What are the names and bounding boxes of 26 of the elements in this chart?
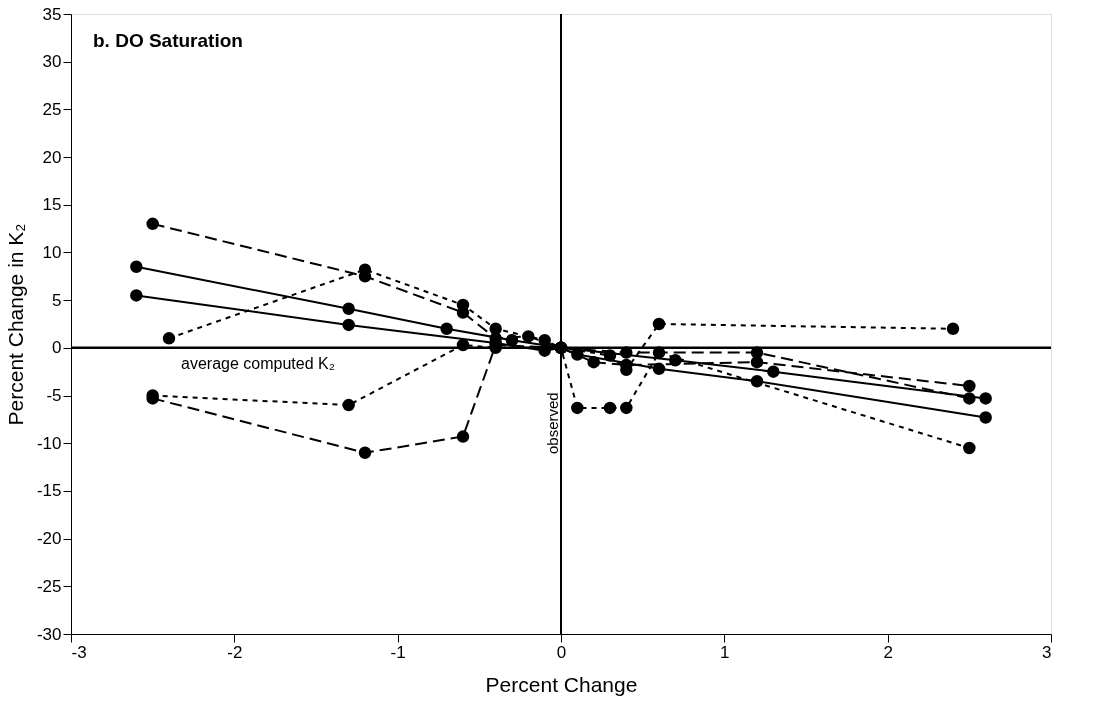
annotation: b. DO Saturation	[93, 30, 243, 51]
x-tick-label: -2	[227, 642, 243, 662]
y-tick-label: 35	[42, 4, 62, 24]
x-tick-label: 0	[556, 642, 567, 662]
ref-line-label: observed	[544, 392, 561, 454]
y-axis-title: Percent Change in K₂	[3, 223, 27, 426]
y-tick-label: 20	[42, 147, 62, 167]
y-tick-label: 10	[42, 242, 62, 262]
x-tick-label: -3	[71, 642, 87, 662]
x-tick-label: 2	[883, 642, 893, 662]
y-tick-label: 25	[42, 99, 62, 119]
y-tick-label: -10	[36, 433, 62, 453]
x-tick-label: 1	[720, 642, 730, 662]
y-tick-label: 0	[52, 338, 62, 358]
y-tick-label: -25	[36, 576, 62, 596]
y-tick-label: -30	[36, 624, 62, 644]
x-tick-label: -1	[390, 642, 406, 662]
x-axis-title: Percent Change	[485, 672, 638, 696]
y-tick-label: 30	[42, 52, 62, 72]
y-tick-label: 5	[52, 290, 62, 310]
ref-line-label: average computed K₂	[181, 354, 335, 372]
x-tick-label: 3	[1042, 642, 1052, 662]
y-tick-label: -20	[36, 529, 62, 549]
y-tick-label: -5	[46, 386, 62, 406]
y-tick-label: 15	[42, 195, 62, 215]
y-tick-label: -15	[36, 481, 62, 501]
